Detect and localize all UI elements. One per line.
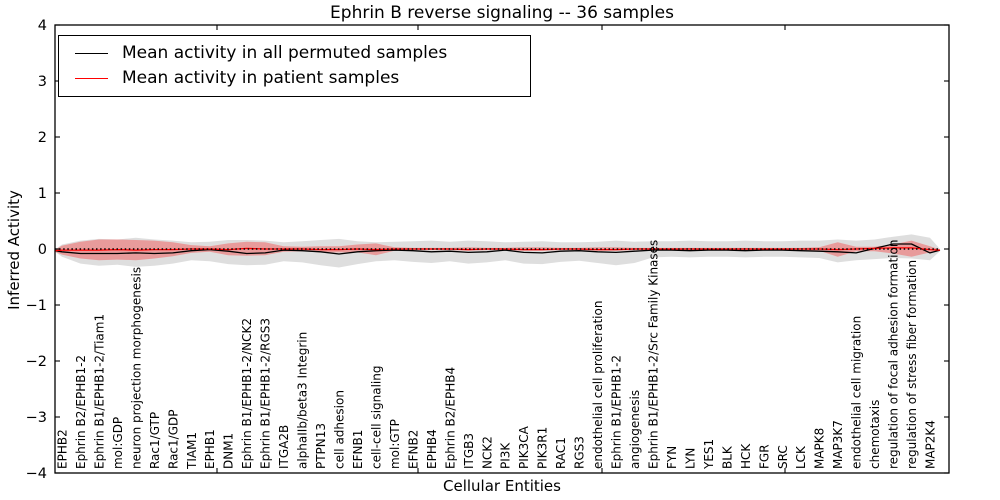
x-tick-label: Rac1/GDP — [166, 410, 180, 469]
x-tick-label: alphaIIb/beta3 Integrin — [296, 332, 310, 469]
y-tick-label: −3 — [26, 410, 47, 426]
x-tick-label: MAPK8 — [813, 428, 827, 469]
x-tick-label: EFNB1 — [351, 430, 365, 469]
x-tick-label: regulation of focal adhesion formation — [887, 240, 901, 469]
x-tick-label: SRC — [776, 445, 790, 469]
x-tick-label: endothelial cell proliferation — [591, 301, 605, 469]
x-tick-label: RAC1 — [554, 437, 568, 469]
line-permuted-mean — [54, 243, 941, 255]
x-tick-label: neuron projection morphogenesis — [129, 267, 143, 469]
x-tick-label: TIAM1 — [185, 432, 199, 470]
x-tick-label: Ephrin B1/EPHB1-2 — [610, 355, 624, 469]
band-patient-std — [55, 239, 940, 261]
x-tick-label: PIK3CA — [517, 425, 531, 469]
y-axis-title: Inferred Activity — [5, 190, 23, 310]
x-tick-label: NCK2 — [480, 436, 494, 469]
x-tick-label: Ephrin B1/EPHB1-2/RGS3 — [259, 318, 273, 469]
y-tick-label: 0 — [38, 242, 47, 258]
x-tick-label: EPHB1 — [203, 429, 217, 469]
x-tick-label: Ephrin B1/EPHB1-2/NCK2 — [240, 318, 254, 469]
y-tick-label: 4 — [38, 18, 47, 34]
x-tick-label: YES1 — [702, 439, 716, 470]
x-tick-label: HCK — [739, 443, 753, 469]
x-tick-label: cell adhesion — [333, 390, 347, 469]
y-tick-label: 3 — [38, 74, 47, 90]
x-tick-label: DNM1 — [222, 433, 236, 469]
x-tick-label: angiogenesis — [628, 390, 642, 469]
y-tick-label: −1 — [26, 298, 47, 314]
legend-entry-patient: Mean activity in patient samples — [75, 70, 530, 87]
x-tick-label: PTPN13 — [314, 423, 328, 469]
x-tick-label: mol:GDP — [111, 417, 125, 469]
x-tick-label: MAP2K4 — [924, 420, 938, 469]
y-tick-label: −4 — [26, 466, 47, 482]
x-tick-label: PIK3R1 — [536, 427, 550, 469]
chart-title: Ephrin B reverse signaling -- 36 samples — [330, 3, 674, 23]
axis-ticks — [55, 24, 949, 474]
legend: Mean activity in all permuted samples Me… — [58, 35, 531, 97]
x-tick-label: BLK — [720, 445, 734, 469]
x-tick-label: regulation of stress fiber formation — [905, 260, 919, 469]
y-tick-label: 1 — [38, 186, 47, 202]
x-tick-label: Rac1/GTP — [148, 412, 162, 469]
x-tick-label: EFNB2 — [406, 430, 420, 469]
x-tick-label: LYN — [683, 448, 697, 469]
legend-label-patient: Mean activity in patient samples — [122, 68, 400, 89]
x-tick-label: FYN — [665, 446, 679, 469]
x-tick-label: MAP3K7 — [831, 420, 845, 469]
x-tick-label: ITGB3 — [462, 433, 476, 469]
legend-line-patient-icon — [75, 78, 108, 80]
x-tick-label: endothelial cell migration — [850, 316, 864, 469]
x-tick-label: Ephrin B1/EPHB1-2/Src Family Kinases — [646, 240, 660, 469]
x-axis-title: Cellular Entities — [443, 477, 561, 495]
legend-entry-permuted: Mean activity in all permuted samples — [75, 42, 530, 63]
x-tick-label: RGS3 — [573, 436, 587, 469]
x-tick-label: ITGA2B — [277, 425, 291, 469]
x-tick-label: FGR — [757, 444, 771, 469]
x-category-labels: EPHB2 Ephrin B2/EPHB1-2 Ephrin B1/EPHB1-2/… — [56, 240, 938, 470]
x-tick-label: mol:GTP — [388, 419, 402, 469]
x-tick-label: LCK — [794, 445, 808, 469]
x-tick-label: chemotaxis — [868, 400, 882, 469]
x-tick-label: PI3K — [499, 442, 513, 469]
x-tick-label: cell-cell signaling — [369, 366, 383, 470]
legend-line-permuted-icon — [75, 52, 108, 54]
y-tick-label: −2 — [26, 354, 47, 370]
legend-label-permuted: Mean activity in all permuted samples — [122, 42, 448, 63]
x-tick-label: EPHB2 — [56, 429, 70, 469]
x-tick-label: EPHB4 — [425, 429, 439, 469]
x-tick-label: Ephrin B2/EPHB4 — [443, 367, 457, 469]
y-tick-labels: 4 3 2 1 0 −1 −2 −3 −4 — [26, 18, 47, 482]
y-tick-label: 2 — [38, 130, 47, 146]
x-tick-label: Ephrin B2/EPHB1-2 — [74, 355, 88, 469]
x-tick-label: Ephrin B1/EPHB1-2/Tiam1 — [92, 314, 106, 469]
